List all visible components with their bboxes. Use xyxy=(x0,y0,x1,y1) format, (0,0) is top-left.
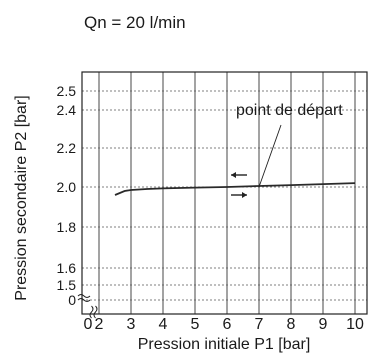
y-tick-label: 0 xyxy=(68,292,76,308)
x-tick-label: 3 xyxy=(127,316,136,333)
y-tick-label: 2.4 xyxy=(57,102,77,118)
series-line xyxy=(115,183,355,195)
x-tick-label: 6 xyxy=(223,316,232,333)
x-tick-label: 5 xyxy=(191,316,200,333)
y-axis-break xyxy=(78,295,90,298)
annotation-leader xyxy=(259,125,281,187)
x-tick-label: 4 xyxy=(159,316,168,333)
x-axis-label: Pression initiale P1 [bar] xyxy=(138,336,311,353)
y-tick-label: 2.0 xyxy=(57,179,77,195)
x-tick-label: 9 xyxy=(319,316,328,333)
x-tick-label: 7 xyxy=(255,316,264,333)
annotation-label: point de départ xyxy=(236,102,343,119)
tick-labels: 0234567891001.51.61.82.02.22.42.5 xyxy=(57,83,364,333)
arrow-right-head xyxy=(242,192,247,198)
arrow-left-head xyxy=(231,172,236,178)
y-tick-label: 1.8 xyxy=(57,219,77,235)
y-tick-label: 2.5 xyxy=(57,83,77,99)
x-tick-label: 10 xyxy=(346,316,364,333)
chart-title: Qn = 20 l/min xyxy=(84,13,186,32)
y-axis-label: Pression secondaire P2 [bar] xyxy=(13,95,30,300)
series xyxy=(115,183,355,195)
x-tick-label: 0 xyxy=(84,316,93,333)
x-tick-label: 2 xyxy=(95,316,104,333)
y-axis-break xyxy=(78,299,90,302)
y-tick-label: 1.5 xyxy=(57,277,77,293)
y-tick-label: 1.6 xyxy=(57,260,77,276)
y-tick-label: 2.2 xyxy=(57,140,77,156)
x-tick-label: 8 xyxy=(287,316,296,333)
